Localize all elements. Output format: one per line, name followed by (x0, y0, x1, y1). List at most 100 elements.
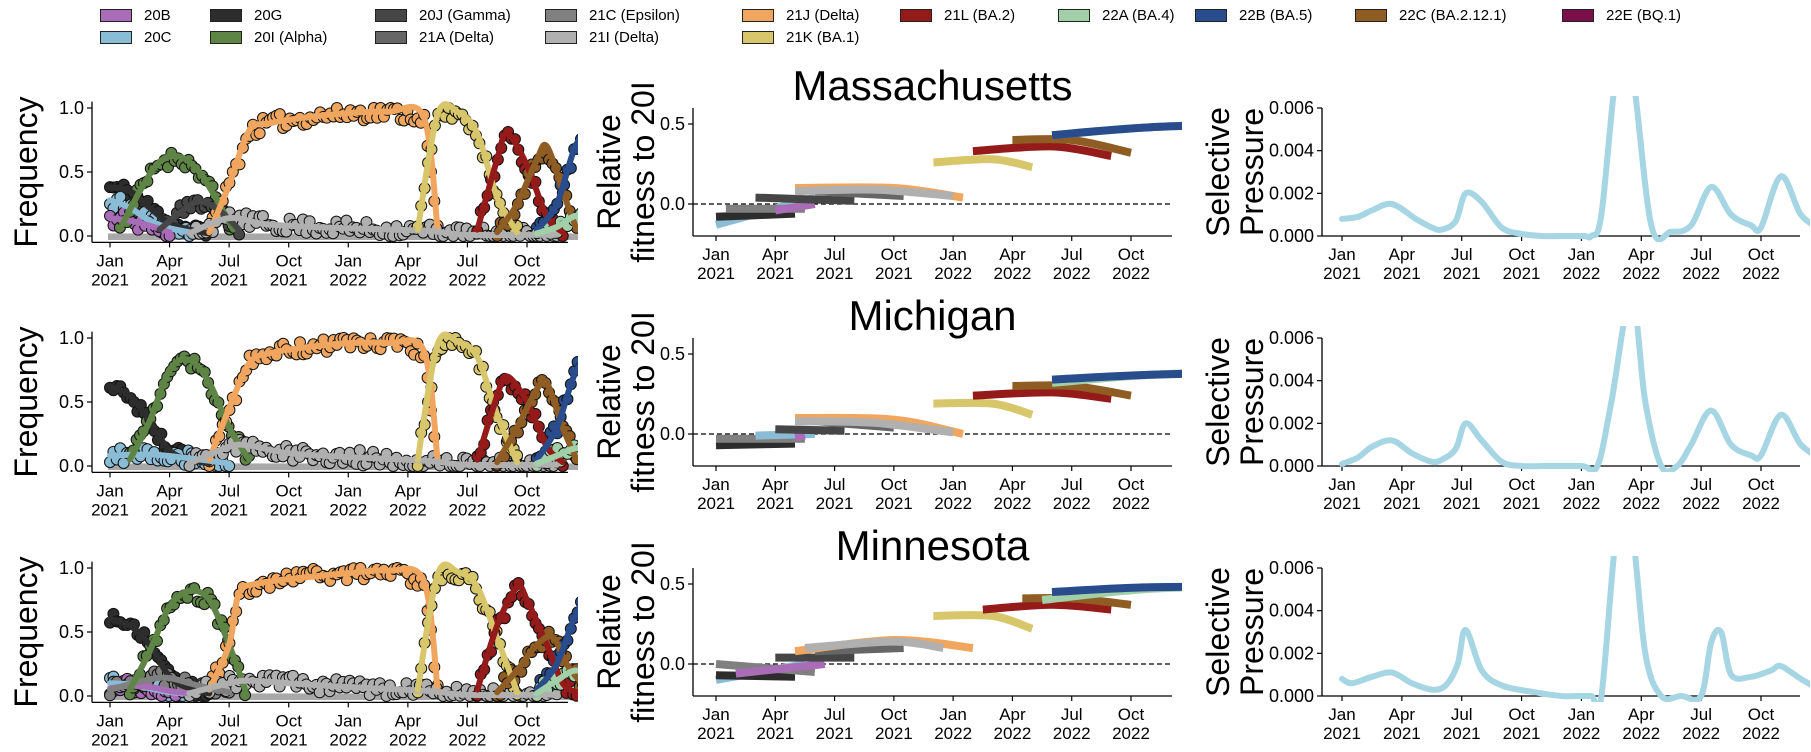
observation-point (670, 683, 681, 694)
frequency-panel: 0.0 0.5 1.0 Jan 2021 Apr 2021 Jul 2021 Oct 2021 Jan… (8, 326, 675, 519)
frequency-curve (533, 667, 578, 697)
observation-point (664, 377, 675, 388)
region-title: Minnesota (836, 522, 1030, 569)
x-tick-label: Oct 2022 (1742, 475, 1780, 513)
observation-point (664, 161, 675, 172)
y-tick-label: 0.000 (1269, 226, 1314, 246)
x-tick-label: Oct 2021 (1503, 475, 1541, 513)
legend-swatch (900, 8, 932, 22)
legend-item: 21L (BA.2) (900, 6, 1015, 24)
region-title: Massachusetts (792, 62, 1072, 109)
y-axis-label: Relativefitness to 20I (591, 81, 661, 262)
frequency-curve (533, 445, 578, 467)
legend-item: 20J (Gamma) (375, 6, 511, 24)
legend-item: 22A (BA.4) (1058, 6, 1175, 24)
y-axis-label: SelectivePressure (1200, 337, 1270, 467)
frequency-curve (414, 101, 521, 236)
x-tick-label: Jan 2021 (91, 481, 129, 519)
row-michigan: 0.0 0.5 1.0 Jan 2021 Apr 2021 Jul 2021 Oct 2021 Jan… (8, 292, 1810, 519)
frequency-curve (533, 136, 578, 233)
fitness-segment (933, 611, 1034, 633)
x-tick-label: Oct 2022 (508, 711, 546, 749)
y-tick-label: 0.0 (59, 456, 84, 476)
y-axis-label: Frequency (8, 556, 44, 707)
fitness-panel: 0.0 0.5 Jan 2021 Apr 2021 Jul 2021 Oct 2021 Jan 202… (591, 292, 1182, 513)
frequency-curve (533, 212, 578, 237)
legend-item: 21C (Epsilon) (545, 6, 680, 24)
legend-label: 21L (BA.2) (944, 6, 1016, 24)
y-tick-label: 0.002 (1269, 643, 1314, 663)
selective-pressure-curve (1339, 556, 1810, 702)
x-tick-label: Apr 2022 (1622, 475, 1660, 513)
observation-point (664, 599, 675, 610)
selective-pressure-panel: 0.000 0.002 0.004 0.006 Jan 2021 Apr 2021 Jul 202… (1200, 556, 1810, 743)
legend-item: 20I (Alpha) (210, 28, 327, 46)
y-tick-label: 0.0 (660, 194, 685, 214)
legend-label: 21K (BA.1) (786, 28, 860, 46)
legend-label: 20C (144, 28, 172, 46)
x-tick-label: Jul 2022 (1682, 475, 1720, 513)
frequency-curve (533, 362, 578, 463)
legend-item: 21A (Delta) (375, 28, 494, 46)
x-tick-label: Jul 2022 (1053, 245, 1091, 283)
legend-item: 21J (Delta) (742, 6, 859, 24)
x-tick-label: Jul 2021 (816, 245, 854, 283)
fitness-segment (1051, 122, 1182, 140)
observation-point (667, 172, 678, 183)
y-tick-label: 0.004 (1269, 371, 1314, 391)
legend-label: 21C (Epsilon) (589, 6, 680, 24)
fitness-segment (1012, 135, 1132, 157)
fitness-segment (755, 193, 855, 205)
x-tick-label: Jan 2022 (329, 711, 367, 749)
y-tick-label: 1.0 (59, 328, 84, 348)
fitness-segment (933, 155, 1034, 172)
observation-point (579, 215, 590, 226)
legend-swatch (742, 8, 774, 22)
fitness-segment (794, 185, 954, 200)
x-tick-label: Apr 2021 (756, 475, 794, 513)
x-tick-label: Oct 2021 (270, 481, 308, 519)
legend-swatch (210, 8, 242, 22)
x-tick-label: Apr 2021 (151, 711, 189, 749)
observation-point (253, 127, 266, 140)
x-tick-label: Jan 2022 (934, 475, 972, 513)
y-axis-label: Relativefitness to 20I (591, 311, 661, 492)
observation-point (660, 452, 671, 463)
frequency-curve (107, 197, 193, 236)
fitness-segment (794, 431, 806, 442)
selective-pressure-curve (1339, 326, 1810, 472)
y-axis-label: SelectivePressure (1200, 567, 1270, 697)
x-tick-label: Oct 2021 (875, 475, 913, 513)
x-tick-label: Jul 2022 (449, 711, 487, 749)
legend-swatch (100, 30, 132, 44)
observation-point (660, 450, 671, 461)
x-tick-label: Jan 2021 (1323, 705, 1361, 743)
y-tick-label: 0.5 (59, 162, 84, 182)
x-tick-label: Jul 2021 (1443, 245, 1481, 283)
legend-item: 20C (100, 28, 172, 46)
selective-pressure-panel: 0.000 0.002 0.004 0.006 Jan 2021 Apr 2021 Jul 202… (1200, 96, 1810, 283)
observation-point (667, 220, 678, 231)
x-tick-label: Oct 2022 (1742, 245, 1780, 283)
x-tick-label: Jan 2021 (91, 711, 129, 749)
fitness-segment (735, 660, 826, 678)
fitness-segment (982, 600, 1112, 614)
y-tick-label: 1.0 (59, 558, 84, 578)
x-tick-label: Jan 2022 (1563, 705, 1601, 743)
legend-swatch (742, 30, 774, 44)
x-tick-label: Oct 2021 (875, 245, 913, 283)
legend-label: 21I (Delta) (589, 28, 660, 46)
observation-point (579, 659, 590, 670)
legend-item: 20B (100, 6, 171, 24)
y-tick-label: 0.002 (1269, 413, 1314, 433)
x-tick-label: Jul 2021 (210, 711, 248, 749)
legend: 20B 20C 20G 20I (Alpha) 20J (Gamma) 21A (Delt… (100, 6, 1800, 50)
legend-swatch (1355, 8, 1387, 22)
fitness-panel: 0.0 0.5 Jan 2021 Apr 2021 Jul 2021 Oct 2021 Jan 202… (591, 522, 1182, 743)
fitness-segment (972, 388, 1112, 403)
x-tick-label: Jan 2021 (697, 705, 735, 743)
observation-point (579, 138, 590, 149)
y-axis-label: Frequency (8, 326, 44, 477)
x-tick-label: Jul 2022 (1053, 475, 1091, 513)
x-tick-label: Jan 2022 (934, 705, 972, 743)
